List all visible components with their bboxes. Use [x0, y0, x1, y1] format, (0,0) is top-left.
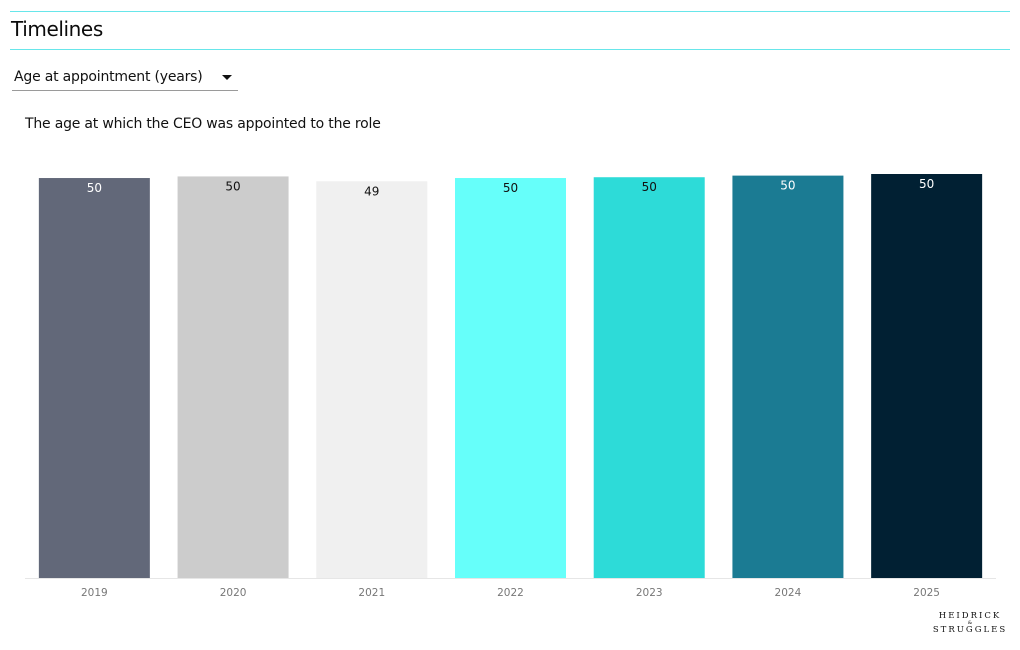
x-tick-label-2023: 2023 [636, 587, 663, 599]
x-tick-label-2024: 2024 [775, 587, 802, 599]
bar-2023[interactable] [593, 177, 705, 578]
bar-2021[interactable] [316, 181, 428, 578]
bar-2025[interactable] [871, 174, 983, 578]
chart-subtitle: The age at which the CEO was appointed t… [25, 116, 381, 132]
bar-2022[interactable] [455, 178, 566, 579]
logo-line-1: HEIDRICK [938, 611, 1002, 621]
x-tick-label-2021: 2021 [358, 587, 385, 599]
data-label-2020: 50 [225, 179, 240, 193]
x-tick-label-2025: 2025 [913, 587, 940, 599]
caret-down-icon [222, 75, 232, 80]
data-label-2019: 50 [87, 181, 102, 195]
data-label-2022: 50 [503, 181, 518, 195]
data-label-2025: 50 [919, 177, 934, 191]
bar-2024[interactable] [732, 175, 844, 578]
data-label-2024: 50 [780, 179, 795, 193]
bar-2020[interactable] [177, 176, 289, 578]
x-tick-label-2022: 2022 [497, 587, 524, 599]
heidrick-struggles-logo: HEIDRICK & STRUGGLES [930, 612, 1010, 635]
logo-line-2: & [967, 620, 973, 626]
top-divider [10, 11, 1010, 12]
metric-dropdown[interactable]: Age at appointment (years) [12, 64, 238, 91]
logo-line-3: STRUGGLES [932, 625, 1008, 635]
data-label-2021: 49 [364, 184, 379, 198]
metric-dropdown-value: Age at appointment (years) [14, 69, 203, 85]
x-tick-label-2019: 2019 [81, 587, 108, 599]
data-label-2023: 50 [642, 180, 657, 194]
x-tick-label-2020: 2020 [220, 587, 247, 599]
bar-2019[interactable] [38, 178, 150, 579]
header-divider [10, 49, 1010, 50]
page-title: Timelines [11, 17, 103, 41]
